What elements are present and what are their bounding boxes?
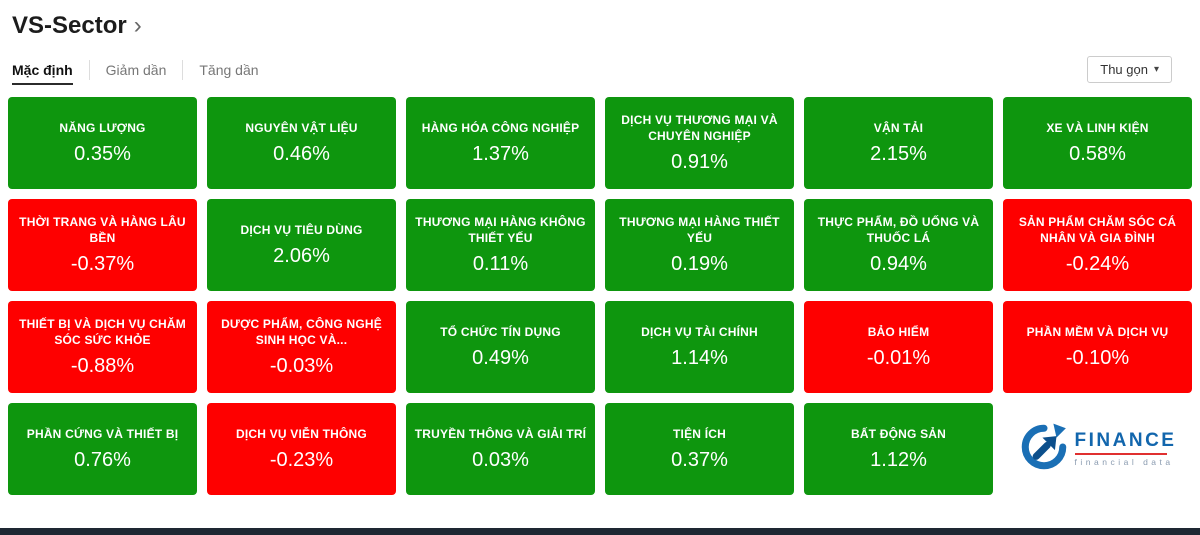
sector-name: DỊCH VỤ VIỄN THÔNG [236, 426, 367, 441]
sector-value: 0.03% [472, 449, 529, 472]
sector-tile[interactable]: TỔ CHỨC TÍN DỤNG 0.49% [406, 301, 595, 393]
sector-value: 1.14% [671, 347, 728, 370]
sector-tile[interactable]: VẬN TẢI 2.15% [804, 97, 993, 189]
sector-tile[interactable]: PHẦN MỀM VÀ DỊCH VỤ -0.10% [1003, 301, 1192, 393]
sector-tile[interactable]: THIẾT BỊ VÀ DỊCH VỤ CHĂM SÓC SỨC KHỎE -0… [8, 301, 197, 393]
sector-tile[interactable]: DỊCH VỤ VIỄN THÔNG -0.23% [207, 403, 396, 495]
sector-tile[interactable]: TRUYỀN THÔNG VÀ GIẢI TRÍ 0.03% [406, 403, 595, 495]
page-title[interactable]: VS-Sector [12, 12, 127, 39]
sector-name: DỊCH VỤ TIÊU DÙNG [240, 222, 363, 237]
sector-name: THỰC PHẨM, ĐỒ UỐNG VÀ THUỐC LÁ [817, 214, 980, 245]
sector-tile[interactable]: DỊCH VỤ TÀI CHÍNH 1.14% [605, 301, 794, 393]
sector-value: 0.11% [472, 253, 529, 276]
sector-value: 0.49% [472, 347, 529, 370]
sector-value: 0.58% [1069, 143, 1126, 166]
sector-value: -0.24% [1065, 253, 1130, 276]
sector-tile[interactable]: DỊCH VỤ THƯƠNG MẠI VÀ CHUYÊN NGHIỆP 0.91… [605, 97, 794, 189]
tab-giam-dan[interactable]: Giảm dần [88, 59, 183, 80]
logo-finance-label: FINANCE [1074, 430, 1177, 452]
sector-value: -0.03% [269, 355, 334, 378]
sector-value: 0.46% [273, 143, 330, 166]
sector-name: DỊCH VỤ TÀI CHÍNH [641, 324, 758, 339]
sector-value: 0.91% [671, 151, 728, 174]
chevron-right-icon[interactable]: › [133, 12, 142, 39]
sector-name: THỜI TRANG VÀ HÀNG LÂU BỀN [19, 214, 186, 245]
sort-tabs: Mặc định Giảm dần Tăng dần [12, 59, 275, 85]
sector-name: DỊCH VỤ THƯƠNG MẠI VÀ CHUYÊN NGHIỆP [621, 112, 778, 143]
sector-tile[interactable]: NĂNG LƯỢNG 0.35% [8, 97, 197, 189]
sector-name: NGUYÊN VẬT LIỆU [245, 120, 358, 135]
sector-value: 1.12% [870, 449, 927, 472]
sector-value: 0.19% [671, 253, 728, 276]
sector-name: PHẦN CỨNG VÀ THIẾT BỊ [26, 426, 179, 441]
sector-name: THƯƠNG MẠI HÀNG KHÔNG THIẾT YẾU [415, 214, 586, 245]
sector-name: THIẾT BỊ VÀ DỊCH VỤ CHĂM SÓC SỨC KHỎE [19, 316, 186, 347]
sector-name: SẢN PHẨM CHĂM SÓC CÁ NHÂN VÀ GIA ĐÌNH [1018, 214, 1177, 245]
sector-name: BẤT ĐỘNG SẢN [850, 426, 947, 441]
tab-mac-dinh[interactable]: Mặc định [12, 60, 89, 85]
sector-tile[interactable]: TIỆN ÍCH 0.37% [605, 403, 794, 495]
sector-name: DƯỢC PHẨM, CÔNG NGHỆ SINH HỌC VÀ... [221, 316, 382, 347]
sector-value: 2.15% [870, 143, 927, 166]
sector-name: XE VÀ LINH KIỆN [1046, 120, 1149, 135]
next-section-top-strip [0, 528, 1200, 535]
sector-value: -0.37% [70, 253, 135, 276]
sector-tile[interactable]: DỊCH VỤ TIÊU DÙNG 2.06% [207, 199, 396, 291]
logo-red-underline [1074, 453, 1167, 456]
logo-subtitle-label: financial data [1074, 457, 1174, 468]
sector-value: 0.35% [74, 143, 131, 166]
sector-tile[interactable]: XE VÀ LINH KIỆN 0.58% [1003, 97, 1192, 189]
sector-name: BẢO HIỂM [867, 324, 930, 339]
sector-tile[interactable]: THỜI TRANG VÀ HÀNG LÂU BỀN -0.37% [8, 199, 197, 291]
sector-value: 1.37% [472, 143, 529, 166]
tab-label: Giảm dần [105, 61, 167, 78]
sector-tile[interactable]: BẤT ĐỘNG SẢN 1.12% [804, 403, 993, 495]
sector-name: NĂNG LƯỢNG [59, 120, 146, 135]
tab-label: Mặc định [12, 61, 73, 85]
page-header: VS-Sector › [0, 0, 1200, 40]
sector-value: -0.10% [1065, 347, 1130, 370]
sector-tile[interactable]: THỰC PHẨM, ĐỒ UỐNG VÀ THUỐC LÁ 0.94% [804, 199, 993, 291]
sector-value: -0.01% [866, 347, 931, 370]
sector-value: -0.88% [70, 355, 135, 378]
sector-name: VẬN TẢI [873, 120, 924, 135]
sector-name: TỔ CHỨC TÍN DỤNG [440, 324, 561, 339]
vietstock-logo-icon [1019, 422, 1069, 477]
sector-name: HÀNG HÓA CÔNG NGHIỆP [421, 120, 580, 135]
sector-tile[interactable]: THƯƠNG MẠI HÀNG THIẾT YẾU 0.19% [605, 199, 794, 291]
toolbar: Mặc định Giảm dần Tăng dần Thu gọn ▾ [0, 40, 1200, 95]
sector-tile[interactable]: PHẦN CỨNG VÀ THIẾT BỊ 0.76% [8, 403, 197, 495]
sector-tile[interactable]: HÀNG HÓA CÔNG NGHIỆP 1.37% [406, 97, 595, 189]
sector-grid: NĂNG LƯỢNG 0.35% NGUYÊN VẬT LIỆU 0.46% H… [8, 97, 1192, 495]
sector-value: 0.37% [671, 449, 728, 472]
sector-tile[interactable]: NGUYÊN VẬT LIỆU 0.46% [207, 97, 396, 189]
vietstock-finance-logo-cell: FINANCE financial data [1003, 403, 1192, 495]
sector-value: 0.76% [74, 449, 131, 472]
sector-name: TRUYỀN THÔNG VÀ GIẢI TRÍ [414, 426, 587, 441]
sector-name: TIỆN ÍCH [673, 426, 726, 441]
sector-name: PHẦN MỀM VÀ DỊCH VỤ [1026, 324, 1169, 339]
sector-value: -0.23% [269, 449, 334, 472]
collapse-button-label: Thu gọn [1100, 62, 1148, 77]
vietstock-logo-text: FINANCE financial data [1074, 430, 1177, 468]
sector-tile[interactable]: BẢO HIỂM -0.01% [804, 301, 993, 393]
sector-name: THƯƠNG MẠI HÀNG THIẾT YẾU [619, 214, 780, 245]
collapse-button[interactable]: Thu gọn ▾ [1087, 56, 1172, 83]
sector-tile[interactable]: SẢN PHẨM CHĂM SÓC CÁ NHÂN VÀ GIA ĐÌNH -0… [1003, 199, 1192, 291]
sector-tile[interactable]: DƯỢC PHẨM, CÔNG NGHỆ SINH HỌC VÀ... -0.0… [207, 301, 396, 393]
sector-value: 2.06% [273, 245, 330, 268]
caret-down-icon: ▾ [1153, 64, 1159, 75]
tab-tang-dan[interactable]: Tăng dần [182, 59, 274, 80]
sector-value: 0.94% [870, 253, 927, 276]
sector-tile[interactable]: THƯƠNG MẠI HÀNG KHÔNG THIẾT YẾU 0.11% [406, 199, 595, 291]
tab-label: Tăng dần [199, 61, 259, 78]
